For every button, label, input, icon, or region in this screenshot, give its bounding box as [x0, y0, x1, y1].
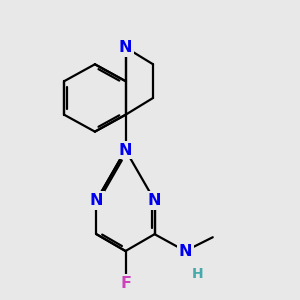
Text: N: N: [148, 193, 161, 208]
Text: N: N: [119, 142, 132, 158]
Text: H: H: [192, 267, 203, 281]
Text: N: N: [178, 244, 192, 259]
Text: N: N: [90, 193, 103, 208]
Text: N: N: [119, 40, 132, 55]
Text: F: F: [120, 276, 131, 291]
